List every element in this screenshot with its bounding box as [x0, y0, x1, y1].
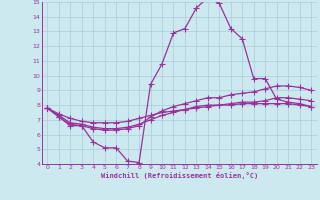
X-axis label: Windchill (Refroidissement éolien,°C): Windchill (Refroidissement éolien,°C) — [100, 172, 258, 179]
